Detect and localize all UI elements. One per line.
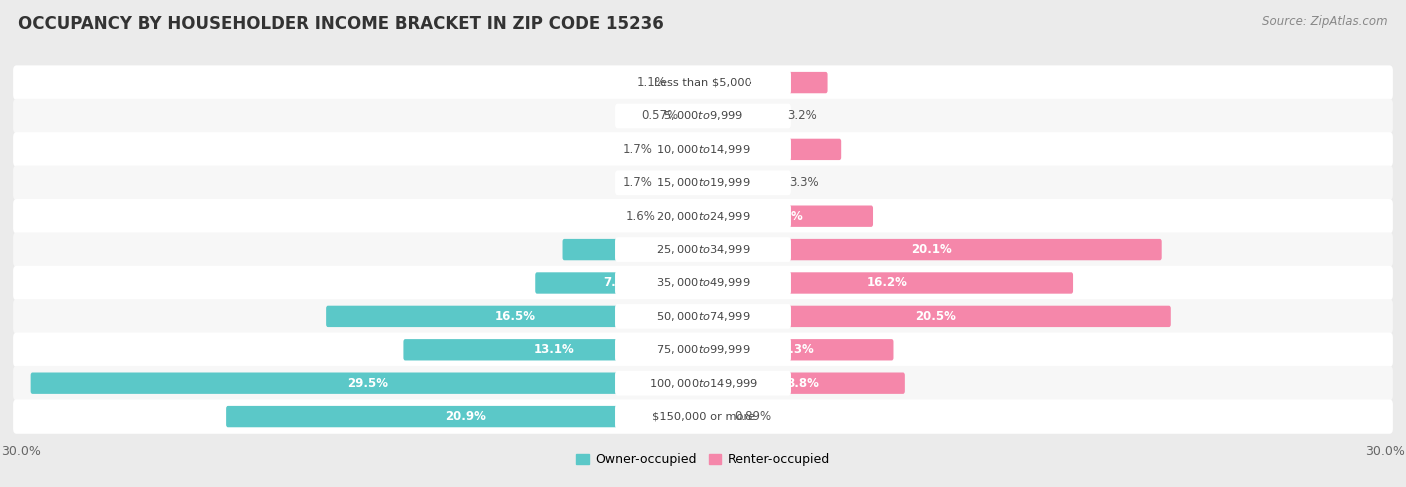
Text: 6.1%: 6.1% — [617, 243, 650, 256]
FancyBboxPatch shape — [688, 105, 704, 127]
FancyBboxPatch shape — [13, 166, 1393, 200]
FancyBboxPatch shape — [536, 272, 704, 294]
Text: 13.1%: 13.1% — [534, 343, 575, 356]
Text: 7.3%: 7.3% — [603, 277, 637, 289]
Text: 29.5%: 29.5% — [347, 376, 388, 390]
FancyBboxPatch shape — [562, 239, 704, 260]
FancyBboxPatch shape — [614, 371, 792, 395]
Text: 1.6%: 1.6% — [626, 210, 655, 223]
FancyBboxPatch shape — [13, 366, 1393, 400]
FancyBboxPatch shape — [702, 72, 828, 94]
FancyBboxPatch shape — [614, 404, 792, 429]
FancyBboxPatch shape — [665, 206, 704, 227]
Text: 1.7%: 1.7% — [623, 143, 652, 156]
FancyBboxPatch shape — [31, 373, 704, 394]
Text: $25,000 to $34,999: $25,000 to $34,999 — [655, 243, 751, 256]
FancyBboxPatch shape — [614, 304, 792, 329]
FancyBboxPatch shape — [13, 132, 1393, 167]
FancyBboxPatch shape — [326, 306, 704, 327]
Text: $20,000 to $24,999: $20,000 to $24,999 — [655, 210, 751, 223]
Text: 8.3%: 8.3% — [780, 343, 814, 356]
FancyBboxPatch shape — [404, 339, 704, 360]
FancyBboxPatch shape — [13, 232, 1393, 267]
FancyBboxPatch shape — [702, 105, 778, 127]
Text: $75,000 to $99,999: $75,000 to $99,999 — [655, 343, 751, 356]
FancyBboxPatch shape — [614, 204, 792, 228]
FancyBboxPatch shape — [614, 237, 792, 262]
FancyBboxPatch shape — [13, 333, 1393, 367]
Text: 6.0%: 6.0% — [755, 143, 787, 156]
Text: 16.2%: 16.2% — [866, 277, 907, 289]
Text: OCCUPANCY BY HOUSEHOLDER INCOME BRACKET IN ZIP CODE 15236: OCCUPANCY BY HOUSEHOLDER INCOME BRACKET … — [18, 15, 664, 33]
Text: Source: ZipAtlas.com: Source: ZipAtlas.com — [1263, 15, 1388, 28]
FancyBboxPatch shape — [702, 373, 905, 394]
FancyBboxPatch shape — [702, 272, 1073, 294]
FancyBboxPatch shape — [702, 306, 1171, 327]
FancyBboxPatch shape — [13, 266, 1393, 300]
Text: 0.89%: 0.89% — [734, 410, 772, 423]
FancyBboxPatch shape — [702, 139, 841, 160]
FancyBboxPatch shape — [13, 199, 1393, 233]
FancyBboxPatch shape — [614, 271, 792, 295]
Text: 7.4%: 7.4% — [770, 210, 803, 223]
FancyBboxPatch shape — [676, 72, 704, 94]
FancyBboxPatch shape — [614, 70, 792, 95]
Text: 20.5%: 20.5% — [915, 310, 956, 323]
Text: 5.4%: 5.4% — [748, 76, 780, 89]
Text: 8.8%: 8.8% — [786, 376, 820, 390]
Legend: Owner-occupied, Renter-occupied: Owner-occupied, Renter-occupied — [576, 453, 830, 466]
FancyBboxPatch shape — [13, 65, 1393, 100]
Text: $35,000 to $49,999: $35,000 to $49,999 — [655, 277, 751, 289]
Text: 3.3%: 3.3% — [789, 176, 820, 189]
FancyBboxPatch shape — [13, 99, 1393, 133]
Text: $10,000 to $14,999: $10,000 to $14,999 — [655, 143, 751, 156]
FancyBboxPatch shape — [614, 137, 792, 162]
Text: $5,000 to $9,999: $5,000 to $9,999 — [664, 110, 742, 123]
FancyBboxPatch shape — [702, 239, 1161, 260]
FancyBboxPatch shape — [662, 139, 704, 160]
FancyBboxPatch shape — [226, 406, 704, 427]
Text: 1.7%: 1.7% — [623, 176, 652, 189]
Text: 3.2%: 3.2% — [787, 110, 817, 123]
Text: $15,000 to $19,999: $15,000 to $19,999 — [655, 176, 751, 189]
FancyBboxPatch shape — [13, 399, 1393, 434]
Text: 1.1%: 1.1% — [637, 76, 666, 89]
Text: Less than $5,000: Less than $5,000 — [654, 77, 752, 88]
Text: 0.57%: 0.57% — [641, 110, 679, 123]
FancyBboxPatch shape — [702, 206, 873, 227]
Text: $150,000 or more: $150,000 or more — [651, 412, 755, 422]
FancyBboxPatch shape — [614, 337, 792, 362]
FancyBboxPatch shape — [702, 339, 893, 360]
FancyBboxPatch shape — [662, 172, 704, 193]
FancyBboxPatch shape — [614, 170, 792, 195]
Text: 20.1%: 20.1% — [911, 243, 952, 256]
FancyBboxPatch shape — [702, 406, 725, 427]
FancyBboxPatch shape — [13, 299, 1393, 334]
FancyBboxPatch shape — [702, 172, 780, 193]
Text: $50,000 to $74,999: $50,000 to $74,999 — [655, 310, 751, 323]
Text: 20.9%: 20.9% — [446, 410, 486, 423]
FancyBboxPatch shape — [614, 104, 792, 129]
Text: 16.5%: 16.5% — [495, 310, 536, 323]
Text: $100,000 to $149,999: $100,000 to $149,999 — [648, 376, 758, 390]
